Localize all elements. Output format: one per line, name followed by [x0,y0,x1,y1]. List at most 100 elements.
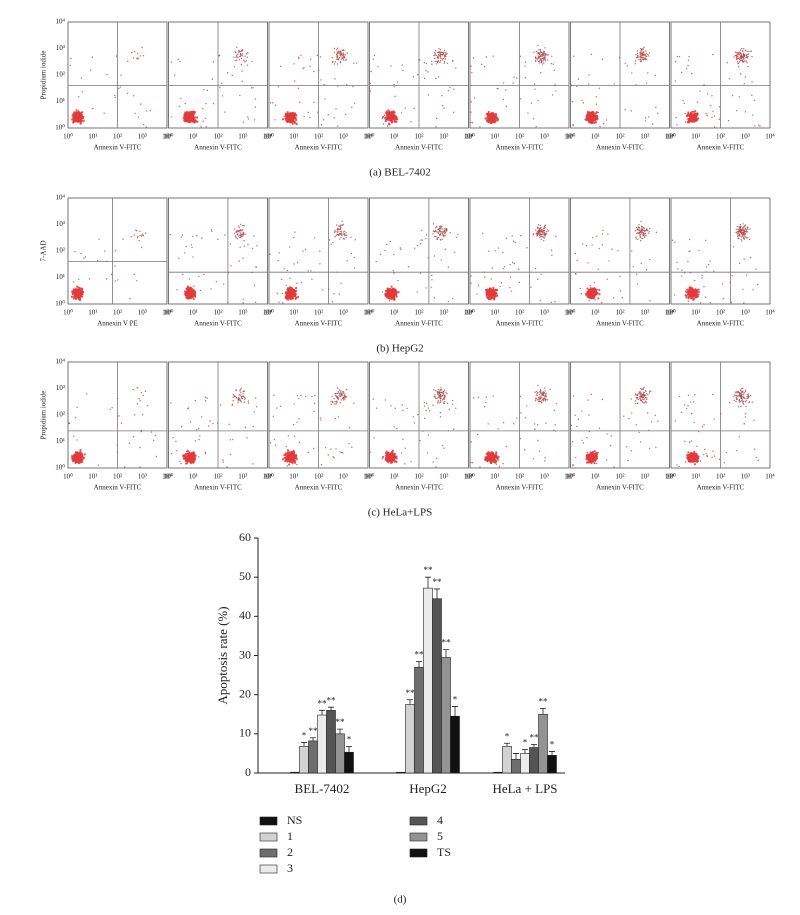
event-dot [438,76,440,78]
event-dot [594,292,597,295]
event-dot [344,54,346,56]
event-dot [247,52,249,54]
event-dot [435,230,437,232]
event-dot [237,399,239,401]
event-dot [602,229,604,232]
event-dot [536,227,539,229]
event-dot [585,244,588,247]
event-dot [439,230,441,233]
event-dot [540,273,542,276]
event-dot [238,225,240,227]
event-dot [681,269,683,271]
event-dot [687,260,689,263]
event-dot [744,235,746,237]
event-dot [111,406,113,409]
event-dot [339,451,341,453]
event-dot [541,53,544,55]
event-dot [238,230,240,233]
event-dot [79,456,82,459]
event-dot [386,243,388,246]
event-dot [387,112,391,115]
event-dot [713,115,716,117]
event-dot [68,422,70,424]
event-dot [150,431,153,433]
event-dot [712,110,714,112]
event-dot [544,47,546,49]
event-dot [631,72,633,74]
event-dot [114,94,116,97]
event-dot [285,284,287,287]
event-dot [386,125,389,127]
x-tick-label: 10² [515,309,524,317]
event-dot [738,61,741,63]
event-dot [243,59,245,61]
event-dot [457,233,459,236]
event-dot [334,61,337,63]
event-dot [413,107,415,110]
event-dot [544,53,547,56]
event-dot [593,121,596,125]
event-dot [79,448,82,452]
event-dot [630,110,632,112]
event-dot [740,233,743,235]
event-dot [540,61,543,64]
event-dot [433,230,436,233]
x-tick-label: 10⁰ [566,133,576,141]
event-dot [193,111,197,114]
event-dot [519,98,522,100]
event-dot [269,102,272,104]
event-dot [188,286,191,289]
event-dot [98,238,100,240]
event-dot [388,117,391,120]
event-dot [731,94,734,97]
event-dot [351,106,353,108]
event-dot [747,237,749,239]
event-dot [740,47,743,50]
event-dot [642,56,644,59]
event-dot [443,51,445,53]
event-dot [190,458,193,461]
event-dot [336,47,339,49]
x-tick-label: 10¹ [490,309,499,317]
event-dot [285,116,288,119]
event-dot [298,397,300,400]
event-dot [746,231,749,233]
event-dot [749,50,751,53]
event-dot [291,122,294,125]
event-dot [79,122,82,125]
event-dot [440,56,442,58]
event-dot [389,288,392,291]
event-dot [443,62,445,65]
event-dot [105,278,108,280]
x-axis-label: Annexin V-FITC [295,144,343,152]
event-dot [447,300,450,303]
x-tick-label: 10³ [640,133,649,141]
event-dot [746,53,748,56]
event-dot [455,236,458,238]
event-dot [542,231,545,234]
event-dot [745,236,747,239]
event-dot [674,241,676,244]
event-dot [753,99,756,102]
event-dot [194,116,197,119]
event-dot [589,290,592,294]
event-dot [343,238,345,240]
event-dot [493,120,497,123]
event-dot [73,116,76,120]
event-dot [599,125,601,128]
event-dot [253,284,256,286]
event-dot [239,246,241,249]
event-dot [694,279,696,282]
event-dot [342,391,345,393]
event-dot [425,287,427,289]
event-dot [239,232,241,234]
event-dot [739,228,741,231]
event-dot [740,231,743,234]
event-dot [412,76,415,78]
event-dot [78,460,81,464]
event-dot [307,111,309,114]
event-dot [536,59,539,61]
event-dot [338,293,341,295]
x-tick-label: 10⁰ [164,133,174,141]
event-dot [345,58,347,60]
